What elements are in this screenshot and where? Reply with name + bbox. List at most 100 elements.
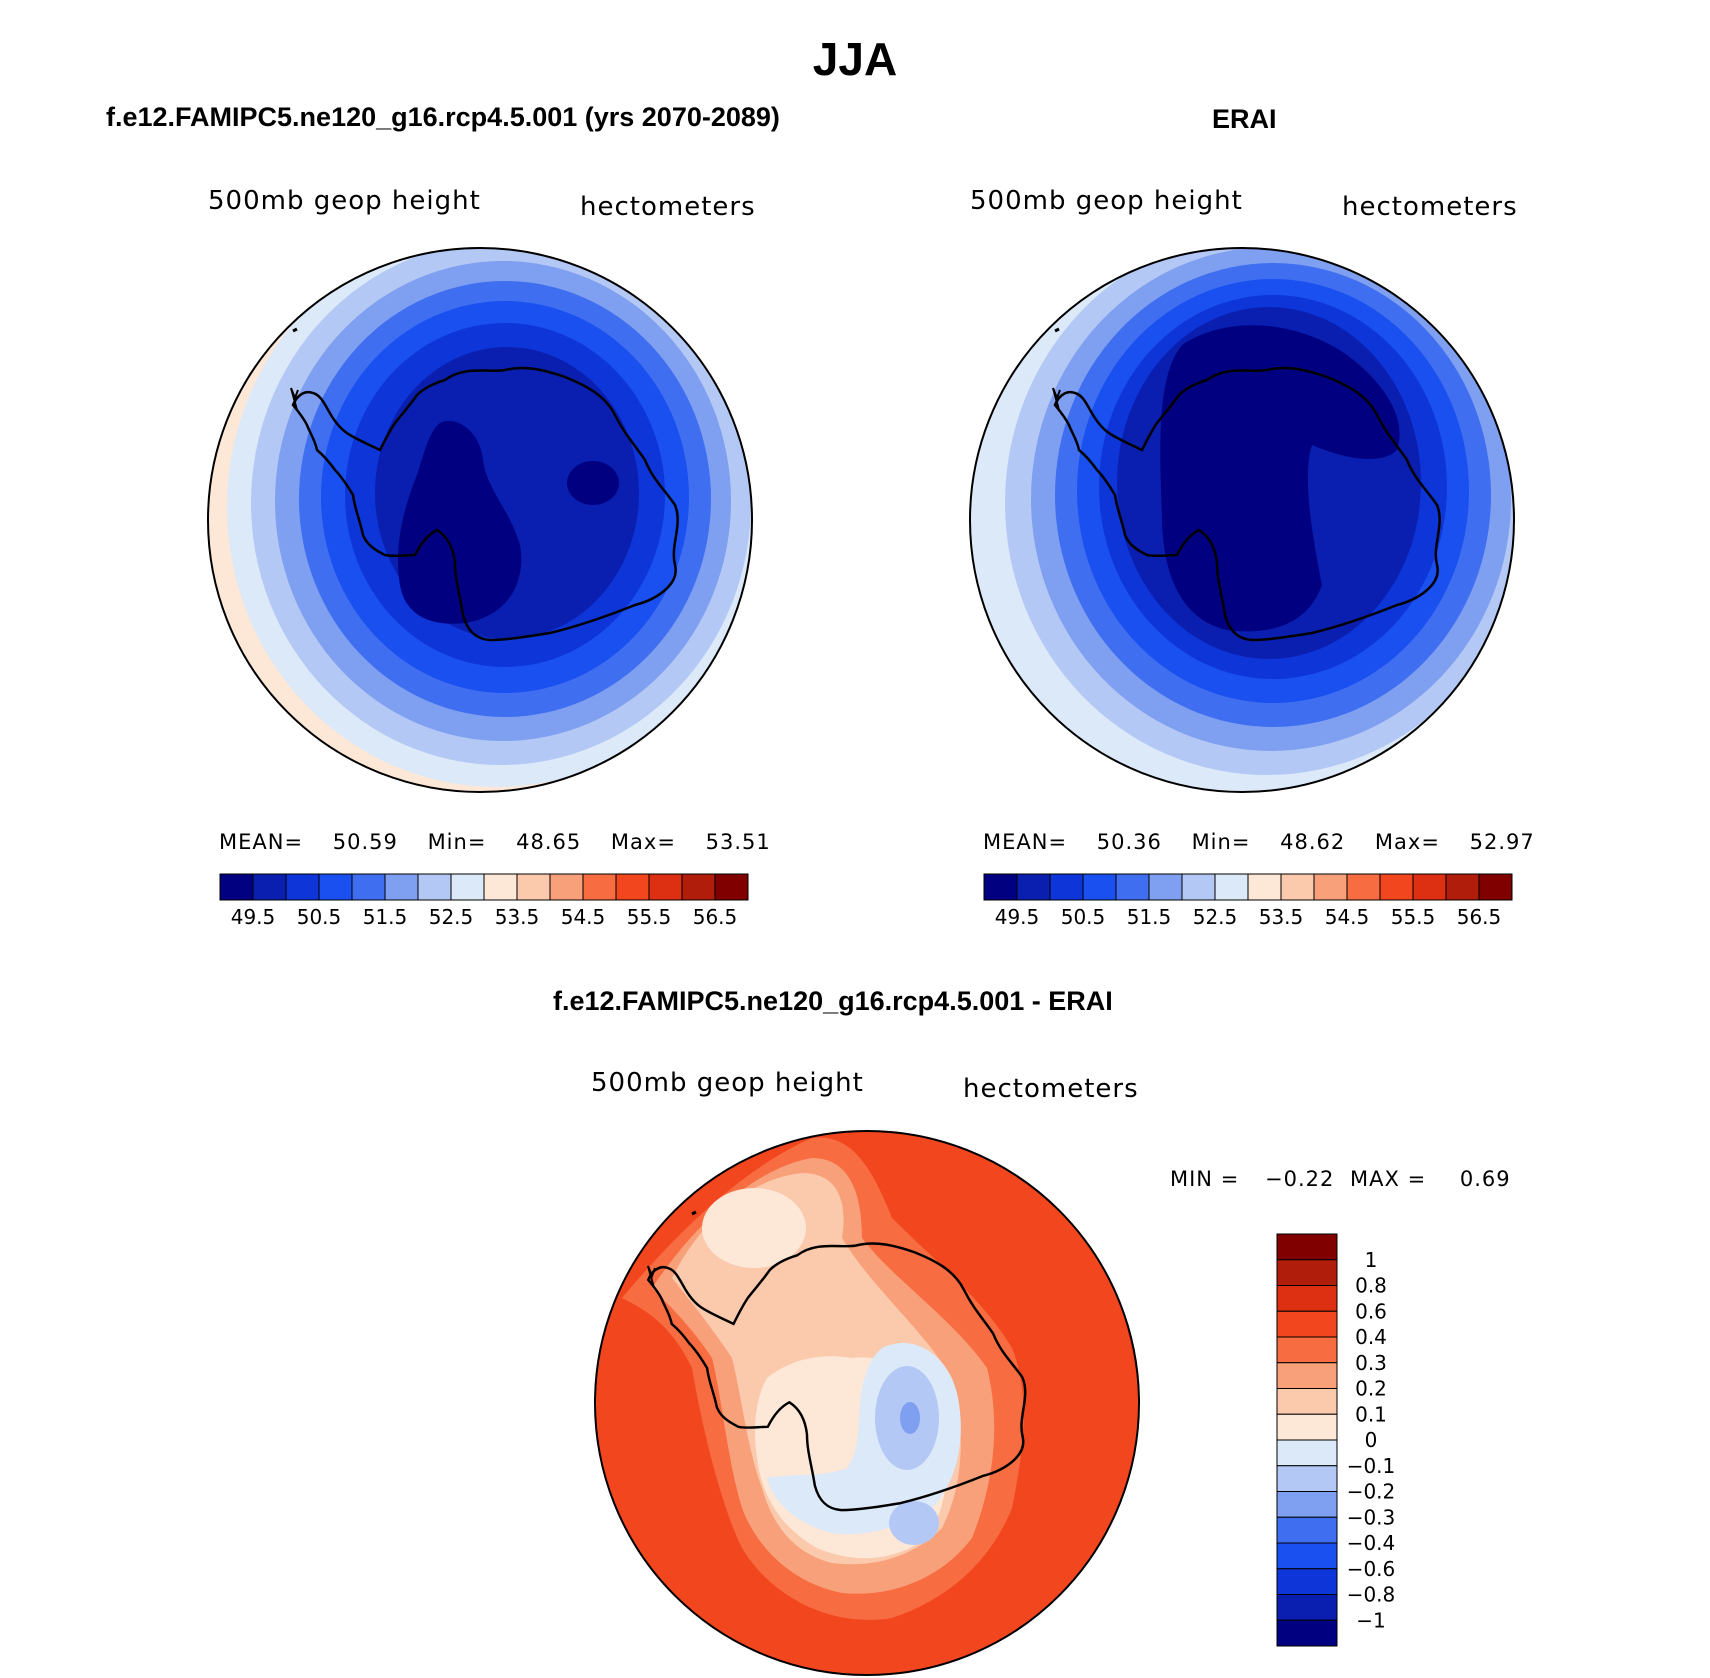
diff-colorbar-swatch: [1276, 1310, 1338, 1338]
obs-stats: MEAN= 50.36 Min= 48.62 Max= 52.97: [983, 830, 1535, 854]
diff-peninsula-islands: [647, 1265, 656, 1289]
diff-polar-map: [594, 1130, 1140, 1676]
diff-colorbar-swatch: [1276, 1388, 1338, 1415]
obs-colorbar-swatch: [1115, 873, 1150, 901]
diff-colorbar-label: 0.3: [1355, 1351, 1387, 1375]
diff-fill-neg03: [900, 1402, 920, 1434]
obs-colorbar-swatch: [1346, 873, 1381, 901]
diff-colorbar-swatch: [1276, 1568, 1338, 1595]
obs-colorbar: 49.5 50.5 51.5 52.5 53.5 54.5 55.5 56.5: [983, 873, 1513, 929]
model-colorbar-swatch: [450, 873, 485, 901]
diff-colorbar-swatch: [1276, 1542, 1338, 1570]
diff-colorbar-swatch: [1276, 1413, 1338, 1441]
model-colorbar-label: 51.5: [363, 905, 408, 929]
diff-colorbar-label: −0.1: [1347, 1454, 1396, 1478]
diff-colorbar: 10.80.60.40.30.20.10−0.1−0.2−0.3−0.4−0.6…: [1276, 1233, 1396, 1647]
diff-colorbar-swatch: [1276, 1285, 1338, 1312]
diff-stats: MIN = −0.22 MAX = 0.69: [1170, 1167, 1511, 1191]
model-colorbar: 49.5 50.5 51.5 52.5 53.5 54.5 55.5 56.5: [219, 873, 749, 929]
model-colorbar-swatch: [516, 873, 551, 901]
obs-colorbar-swatch: [1016, 873, 1051, 901]
diff-colorbar-label: 0.8: [1355, 1274, 1387, 1298]
diff-colorbar-label: −0.8: [1347, 1583, 1396, 1607]
diff-colorbar-label: 1: [1365, 1248, 1378, 1272]
model-min-value: 48.65: [516, 830, 582, 854]
obs-colorbar-label: 49.5: [995, 905, 1040, 929]
obs-colorbar-label: 53.5: [1259, 905, 1304, 929]
obs-antarctica-coastline: [1053, 366, 1441, 642]
obs-min-label: Min=: [1191, 830, 1251, 854]
diff-colorbar-label: 0.6: [1355, 1299, 1387, 1323]
obs-map-border: [969, 247, 1515, 793]
model-island-mark: [292, 327, 298, 333]
diff-colorbar-swatch: [1276, 1439, 1338, 1467]
diff-colorbar-label: 0: [1365, 1428, 1378, 1452]
obs-colorbar-label: 50.5: [1061, 905, 1106, 929]
obs-colorbar-swatch: [1049, 873, 1084, 901]
obs-colorbar-swatch: [1181, 873, 1216, 901]
diff-colorbar-label: −0.4: [1347, 1531, 1396, 1555]
model-max-label: Max=: [610, 830, 676, 854]
model-units-label: hectometers: [580, 192, 756, 222]
model-stats: MEAN= 50.59 Min= 48.65 Max= 53.51: [219, 830, 771, 854]
obs-colorbar-swatch: [1247, 873, 1282, 901]
obs-colorbar-label: 54.5: [1325, 905, 1370, 929]
main-title: JJA: [812, 33, 898, 85]
model-fill-8b: [567, 461, 619, 505]
diff-panel-title: f.e12.FAMIPC5.ne120_g16.rcp4.5.001 - ERA…: [553, 986, 1113, 1016]
obs-colorbar-swatch: [1478, 873, 1513, 901]
diff-colorbar-swatch: [1276, 1516, 1338, 1544]
model-antarctica-coastline: [291, 366, 679, 642]
obs-fill-7: [1160, 325, 1400, 632]
model-field-label: 500mb geop height: [208, 186, 481, 216]
obs-colorbar-swatch: [1412, 873, 1447, 901]
obs-colorbar-swatch: [1148, 873, 1183, 901]
diff-colorbar-swatch: [1276, 1491, 1338, 1518]
diff-colorbar-label: −0.3: [1347, 1505, 1396, 1529]
model-colorbar-swatch: [285, 873, 320, 901]
model-colorbar-swatch: [648, 873, 683, 901]
model-colorbar-swatch: [384, 873, 419, 901]
diff-colorbar-swatch: [1276, 1336, 1338, 1364]
diff-colorbar-swatch: [1276, 1465, 1338, 1492]
diff-min-value: −0.22: [1264, 1167, 1335, 1191]
model-panel-title: f.e12.FAMIPC5.ne120_g16.rcp4.5.001 (yrs …: [106, 102, 780, 132]
diff-field-label: 500mb geop height: [591, 1068, 864, 1098]
obs-polar-map: [969, 247, 1515, 793]
obs-colorbar-label: 52.5: [1193, 905, 1238, 929]
model-mean-label: MEAN=: [219, 830, 304, 854]
diff-colorbar-swatch: [1276, 1619, 1338, 1647]
model-colorbar-swatch: [219, 873, 254, 901]
model-colorbar-label: 49.5: [231, 905, 276, 929]
diff-colorbar-label: 0.1: [1355, 1402, 1387, 1426]
diff-colorbar-label: 0.2: [1355, 1377, 1387, 1401]
diff-island-mark: [691, 1210, 697, 1216]
obs-mean-label: MEAN=: [983, 830, 1068, 854]
model-colorbar-swatch: [318, 873, 353, 901]
model-colorbar-label: 52.5: [429, 905, 474, 929]
obs-colorbar-label: 51.5: [1127, 905, 1172, 929]
obs-min-value: 48.62: [1280, 830, 1346, 854]
obs-peninsula-islands: [1052, 387, 1061, 411]
model-colorbar-swatch: [582, 873, 617, 901]
model-colorbar-swatch: [549, 873, 584, 901]
diff-colorbar-label: −0.2: [1347, 1480, 1396, 1504]
model-min-label: Min=: [427, 830, 487, 854]
obs-colorbar-swatch: [1313, 873, 1348, 901]
obs-colorbar-swatch: [983, 873, 1018, 901]
diff-colorbar-swatch: [1276, 1259, 1338, 1286]
model-colorbar-label: 56.5: [693, 905, 738, 929]
obs-colorbar-swatch: [1445, 873, 1480, 901]
obs-units-label: hectometers: [1342, 192, 1518, 222]
model-peninsula-islands: [290, 387, 299, 411]
obs-max-label: Max=: [1374, 830, 1440, 854]
diff-fill-neg02b: [889, 1501, 939, 1545]
diff-max-value: 0.69: [1459, 1167, 1511, 1191]
obs-colorbar-label: 56.5: [1457, 905, 1502, 929]
obs-colorbar-swatch: [1214, 873, 1249, 901]
model-fill-8: [397, 420, 522, 624]
obs-colorbar-label: 55.5: [1391, 905, 1436, 929]
obs-colorbar-swatch: [1082, 873, 1117, 901]
obs-island-mark: [1054, 327, 1060, 333]
model-max-value: 53.51: [705, 830, 771, 854]
